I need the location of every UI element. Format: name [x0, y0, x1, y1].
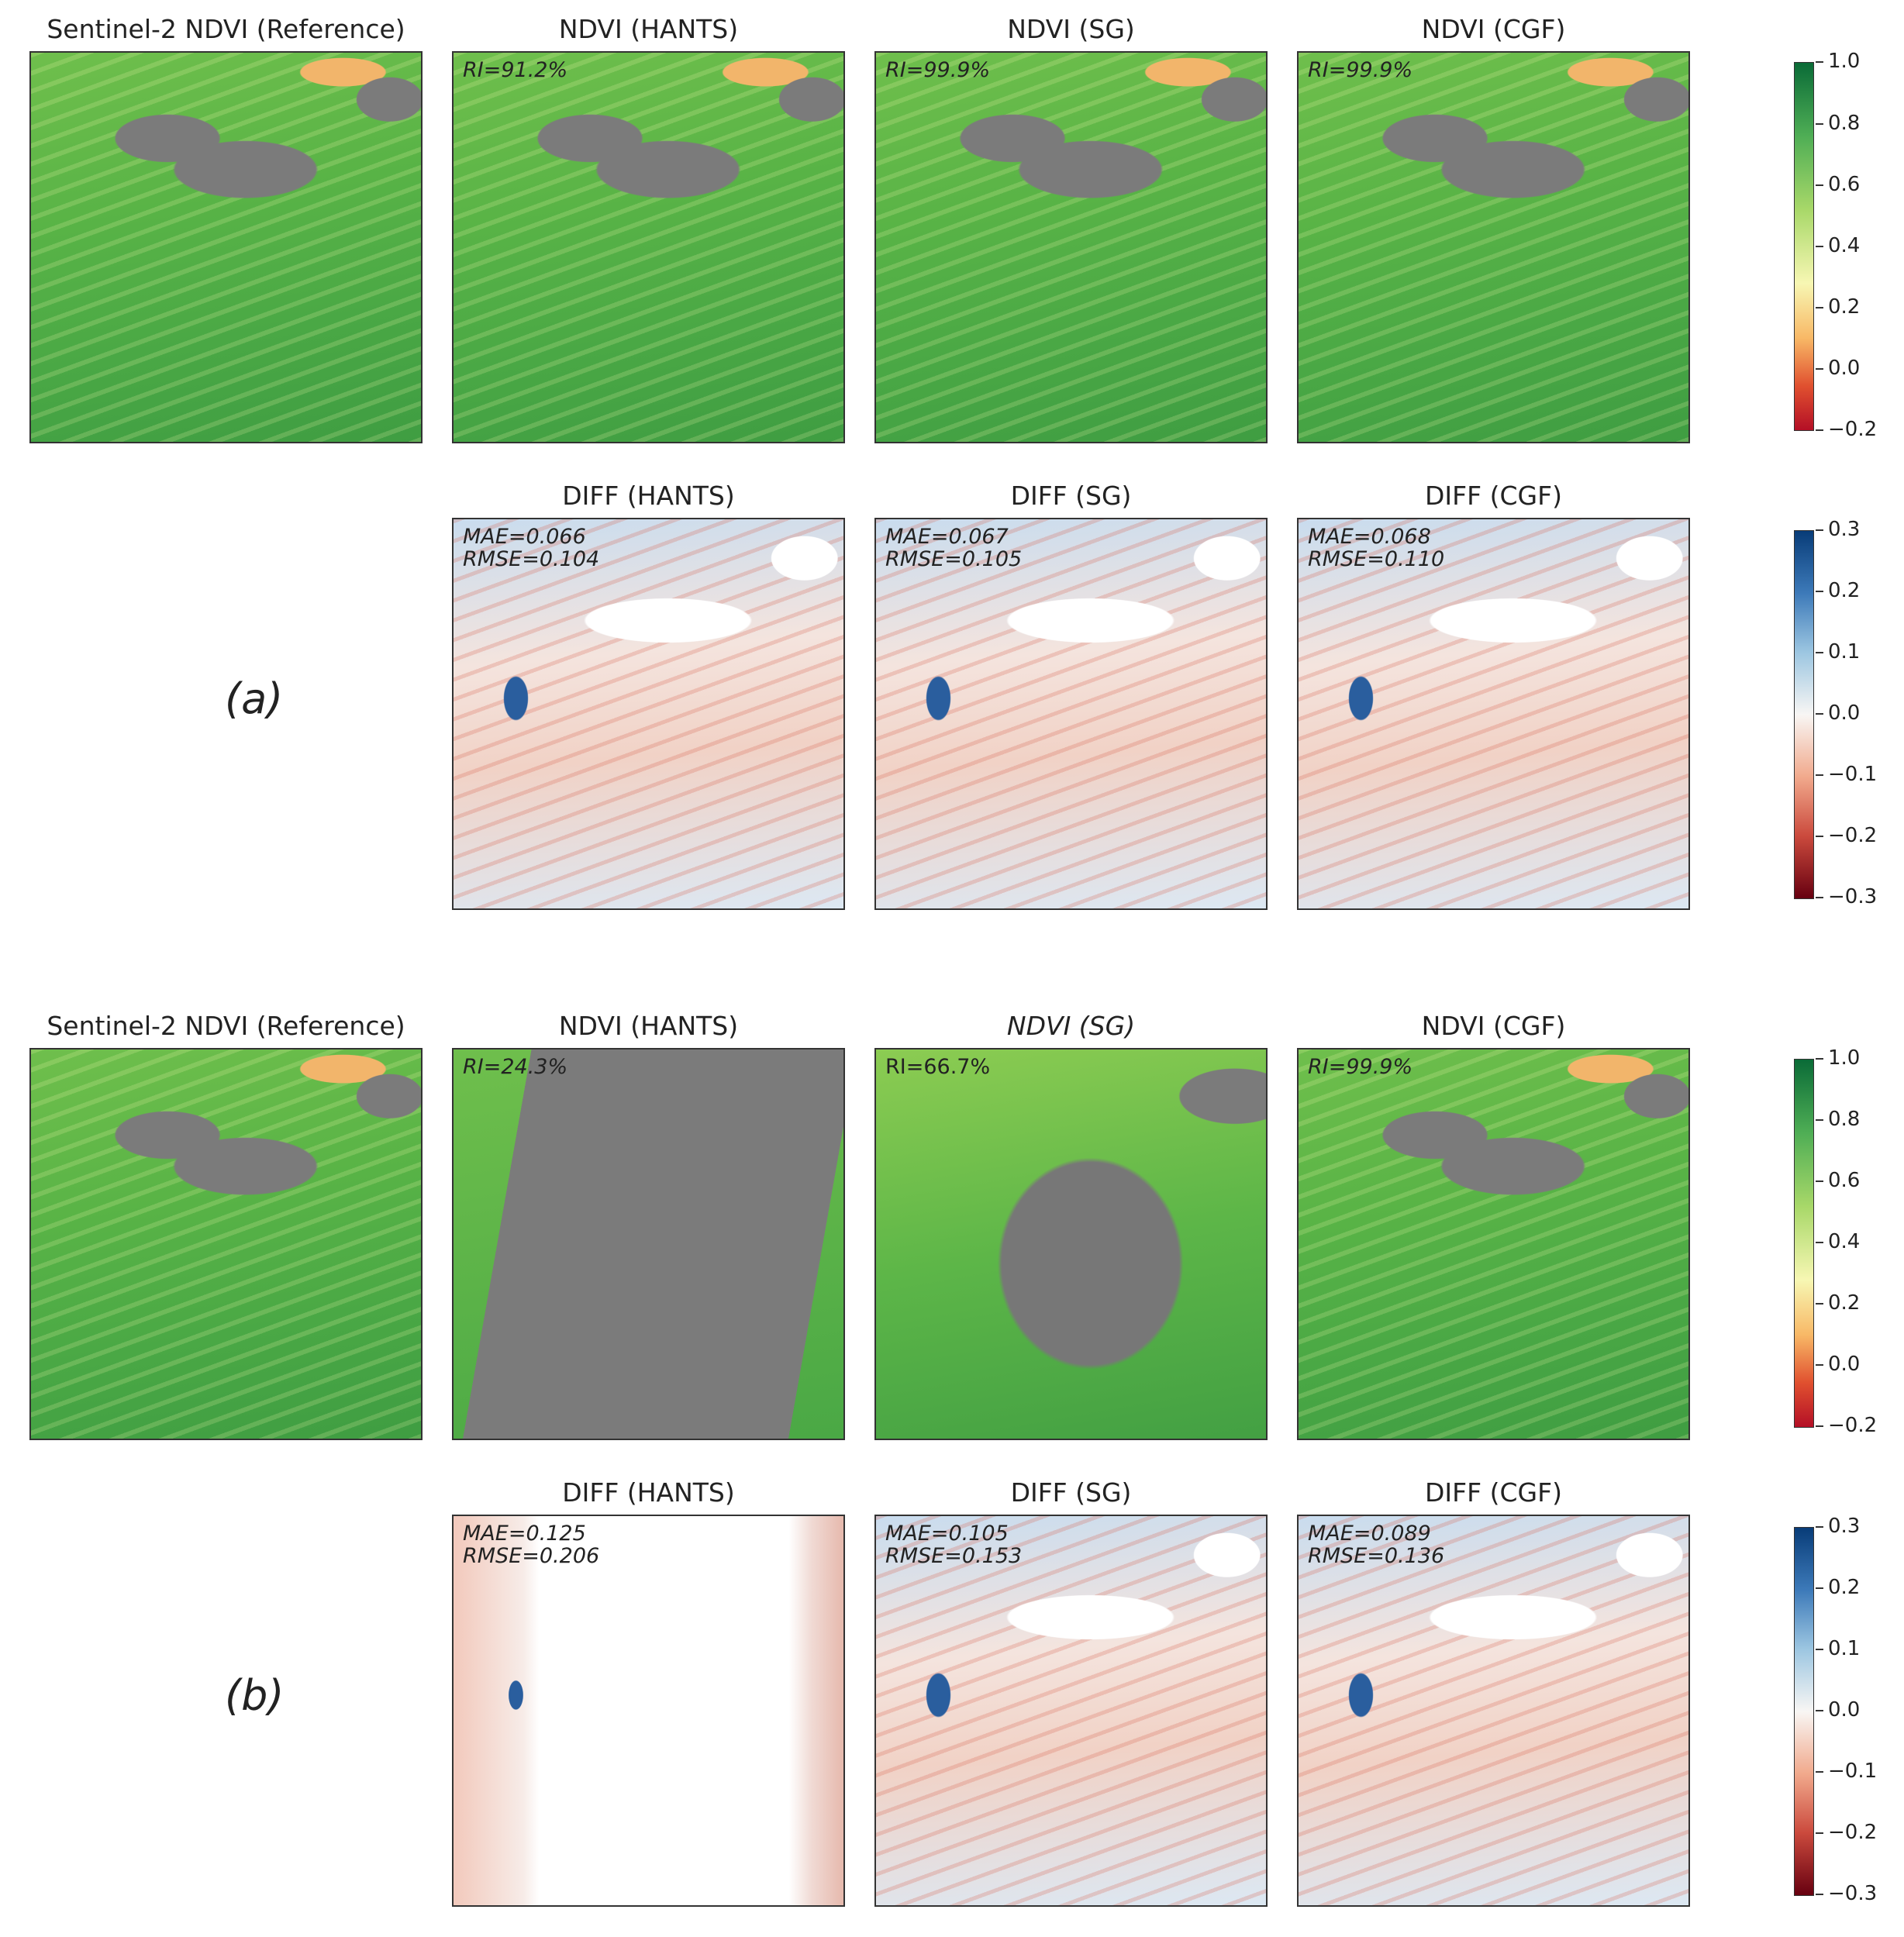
ri-annotation: RI=66.7% [885, 1055, 991, 1079]
panel-title: Sentinel-2 NDVI (Reference) [47, 1011, 405, 1041]
panel-title: NDVI (CGF) [1421, 14, 1566, 44]
panel-title: NDVI (CGF) [1421, 1011, 1566, 1041]
section-label: (b) [225, 1671, 285, 1720]
colorbar-tick: 0.0 [1815, 357, 1861, 380]
diff-colorbar [1794, 1527, 1814, 1896]
colorbar-tick: 0.0 [1815, 1353, 1861, 1376]
diff-hants-map: MAE=0.066 RMSE=0.104 [452, 518, 845, 910]
diff-hants-map: MAE=0.125 RMSE=0.206 [452, 1515, 845, 1907]
diff-cgf-map: MAE=0.089 RMSE=0.136 [1297, 1515, 1690, 1907]
ndvi-cgf-map: RI=99.9% [1297, 51, 1690, 443]
ndvi-colorbar [1794, 62, 1814, 431]
ri-annotation: RI=91.2% [463, 58, 568, 82]
error-stats: MAE=0.089 RMSE=0.136 [1308, 1522, 1445, 1568]
section-label: (a) [225, 674, 284, 723]
panel-title: NDVI (SG) [1006, 1011, 1136, 1041]
diff-sg-map: MAE=0.067 RMSE=0.105 [874, 518, 1268, 910]
ndvi-sg-map: RI=99.9% [874, 51, 1268, 443]
panel-title: DIFF (HANTS) [562, 1477, 735, 1508]
colorbar-tick: −0.3 [1815, 1882, 1878, 1905]
colorbar-tick: −0.2 [1815, 824, 1878, 847]
colorbar-tick: 1.0 [1815, 1046, 1861, 1070]
colorbar-tick: −0.1 [1815, 1759, 1878, 1783]
colorbar-tick: 0.1 [1815, 640, 1861, 663]
ndvi-reference-map [29, 51, 423, 443]
panel-title: NDVI (HANTS) [558, 1011, 739, 1041]
diff-sg-map: MAE=0.105 RMSE=0.153 [874, 1515, 1268, 1907]
panel-title: DIFF (CGF) [1425, 1477, 1562, 1508]
ndvi-hants-map: RI=24.3% [452, 1048, 845, 1440]
colorbar-tick: 0.8 [1815, 1108, 1861, 1131]
colorbar-tick: 0.2 [1815, 1576, 1861, 1599]
error-stats: MAE=0.105 RMSE=0.153 [885, 1522, 1023, 1568]
panel-title: NDVI (HANTS) [558, 14, 739, 44]
colorbar-tick: −0.1 [1815, 763, 1878, 786]
ri-annotation: RI=99.9% [1308, 1055, 1413, 1079]
colorbar-tick: −0.2 [1815, 1821, 1878, 1844]
ndvi-colorbar [1794, 1059, 1814, 1428]
diff-colorbar [1794, 530, 1814, 899]
panel-title: Sentinel-2 NDVI (Reference) [47, 14, 405, 44]
colorbar-tick: 0.2 [1815, 1291, 1861, 1315]
colorbar-tick: 1.0 [1815, 50, 1861, 73]
panel-title: DIFF (SG) [1010, 1477, 1132, 1508]
panel-title: DIFF (CGF) [1425, 481, 1562, 511]
colorbar-tick: 0.2 [1815, 579, 1861, 602]
ri-annotation: RI=24.3% [463, 1055, 568, 1079]
colorbar-tick: 0.8 [1815, 112, 1861, 135]
ndvi-cgf-map: RI=99.9% [1297, 1048, 1690, 1440]
error-stats: MAE=0.066 RMSE=0.104 [463, 525, 600, 571]
colorbar-tick: 0.6 [1815, 173, 1861, 196]
error-stats: MAE=0.067 RMSE=0.105 [885, 525, 1023, 571]
ndvi-hants-map: RI=91.2% [452, 51, 845, 443]
error-stats: MAE=0.125 RMSE=0.206 [463, 1522, 600, 1568]
panel-title: DIFF (HANTS) [562, 481, 735, 511]
ndvi-reference-map [29, 1048, 423, 1440]
error-stats: MAE=0.068 RMSE=0.110 [1308, 525, 1445, 571]
colorbar-tick: −0.3 [1815, 885, 1878, 908]
colorbar-tick: 0.0 [1815, 701, 1861, 725]
colorbar-tick: 0.4 [1815, 234, 1861, 257]
colorbar-tick: −0.2 [1815, 418, 1878, 441]
colorbar-tick: 0.6 [1815, 1169, 1861, 1192]
ri-annotation: RI=99.9% [1308, 58, 1413, 82]
panel-title: NDVI (SG) [1007, 14, 1135, 44]
colorbar-tick: 0.4 [1815, 1230, 1861, 1253]
colorbar-tick: 0.1 [1815, 1637, 1861, 1660]
ri-annotation: RI=99.9% [885, 58, 991, 82]
colorbar-tick: 0.0 [1815, 1698, 1861, 1722]
colorbar-tick: 0.2 [1815, 295, 1861, 319]
ndvi-sg-map: RI=66.7% [874, 1048, 1268, 1440]
panel-title: DIFF (SG) [1010, 481, 1132, 511]
colorbar-tick: −0.2 [1815, 1414, 1878, 1437]
colorbar-tick: 0.3 [1815, 1515, 1861, 1538]
colorbar-tick: 0.3 [1815, 518, 1861, 541]
diff-cgf-map: MAE=0.068 RMSE=0.110 [1297, 518, 1690, 910]
